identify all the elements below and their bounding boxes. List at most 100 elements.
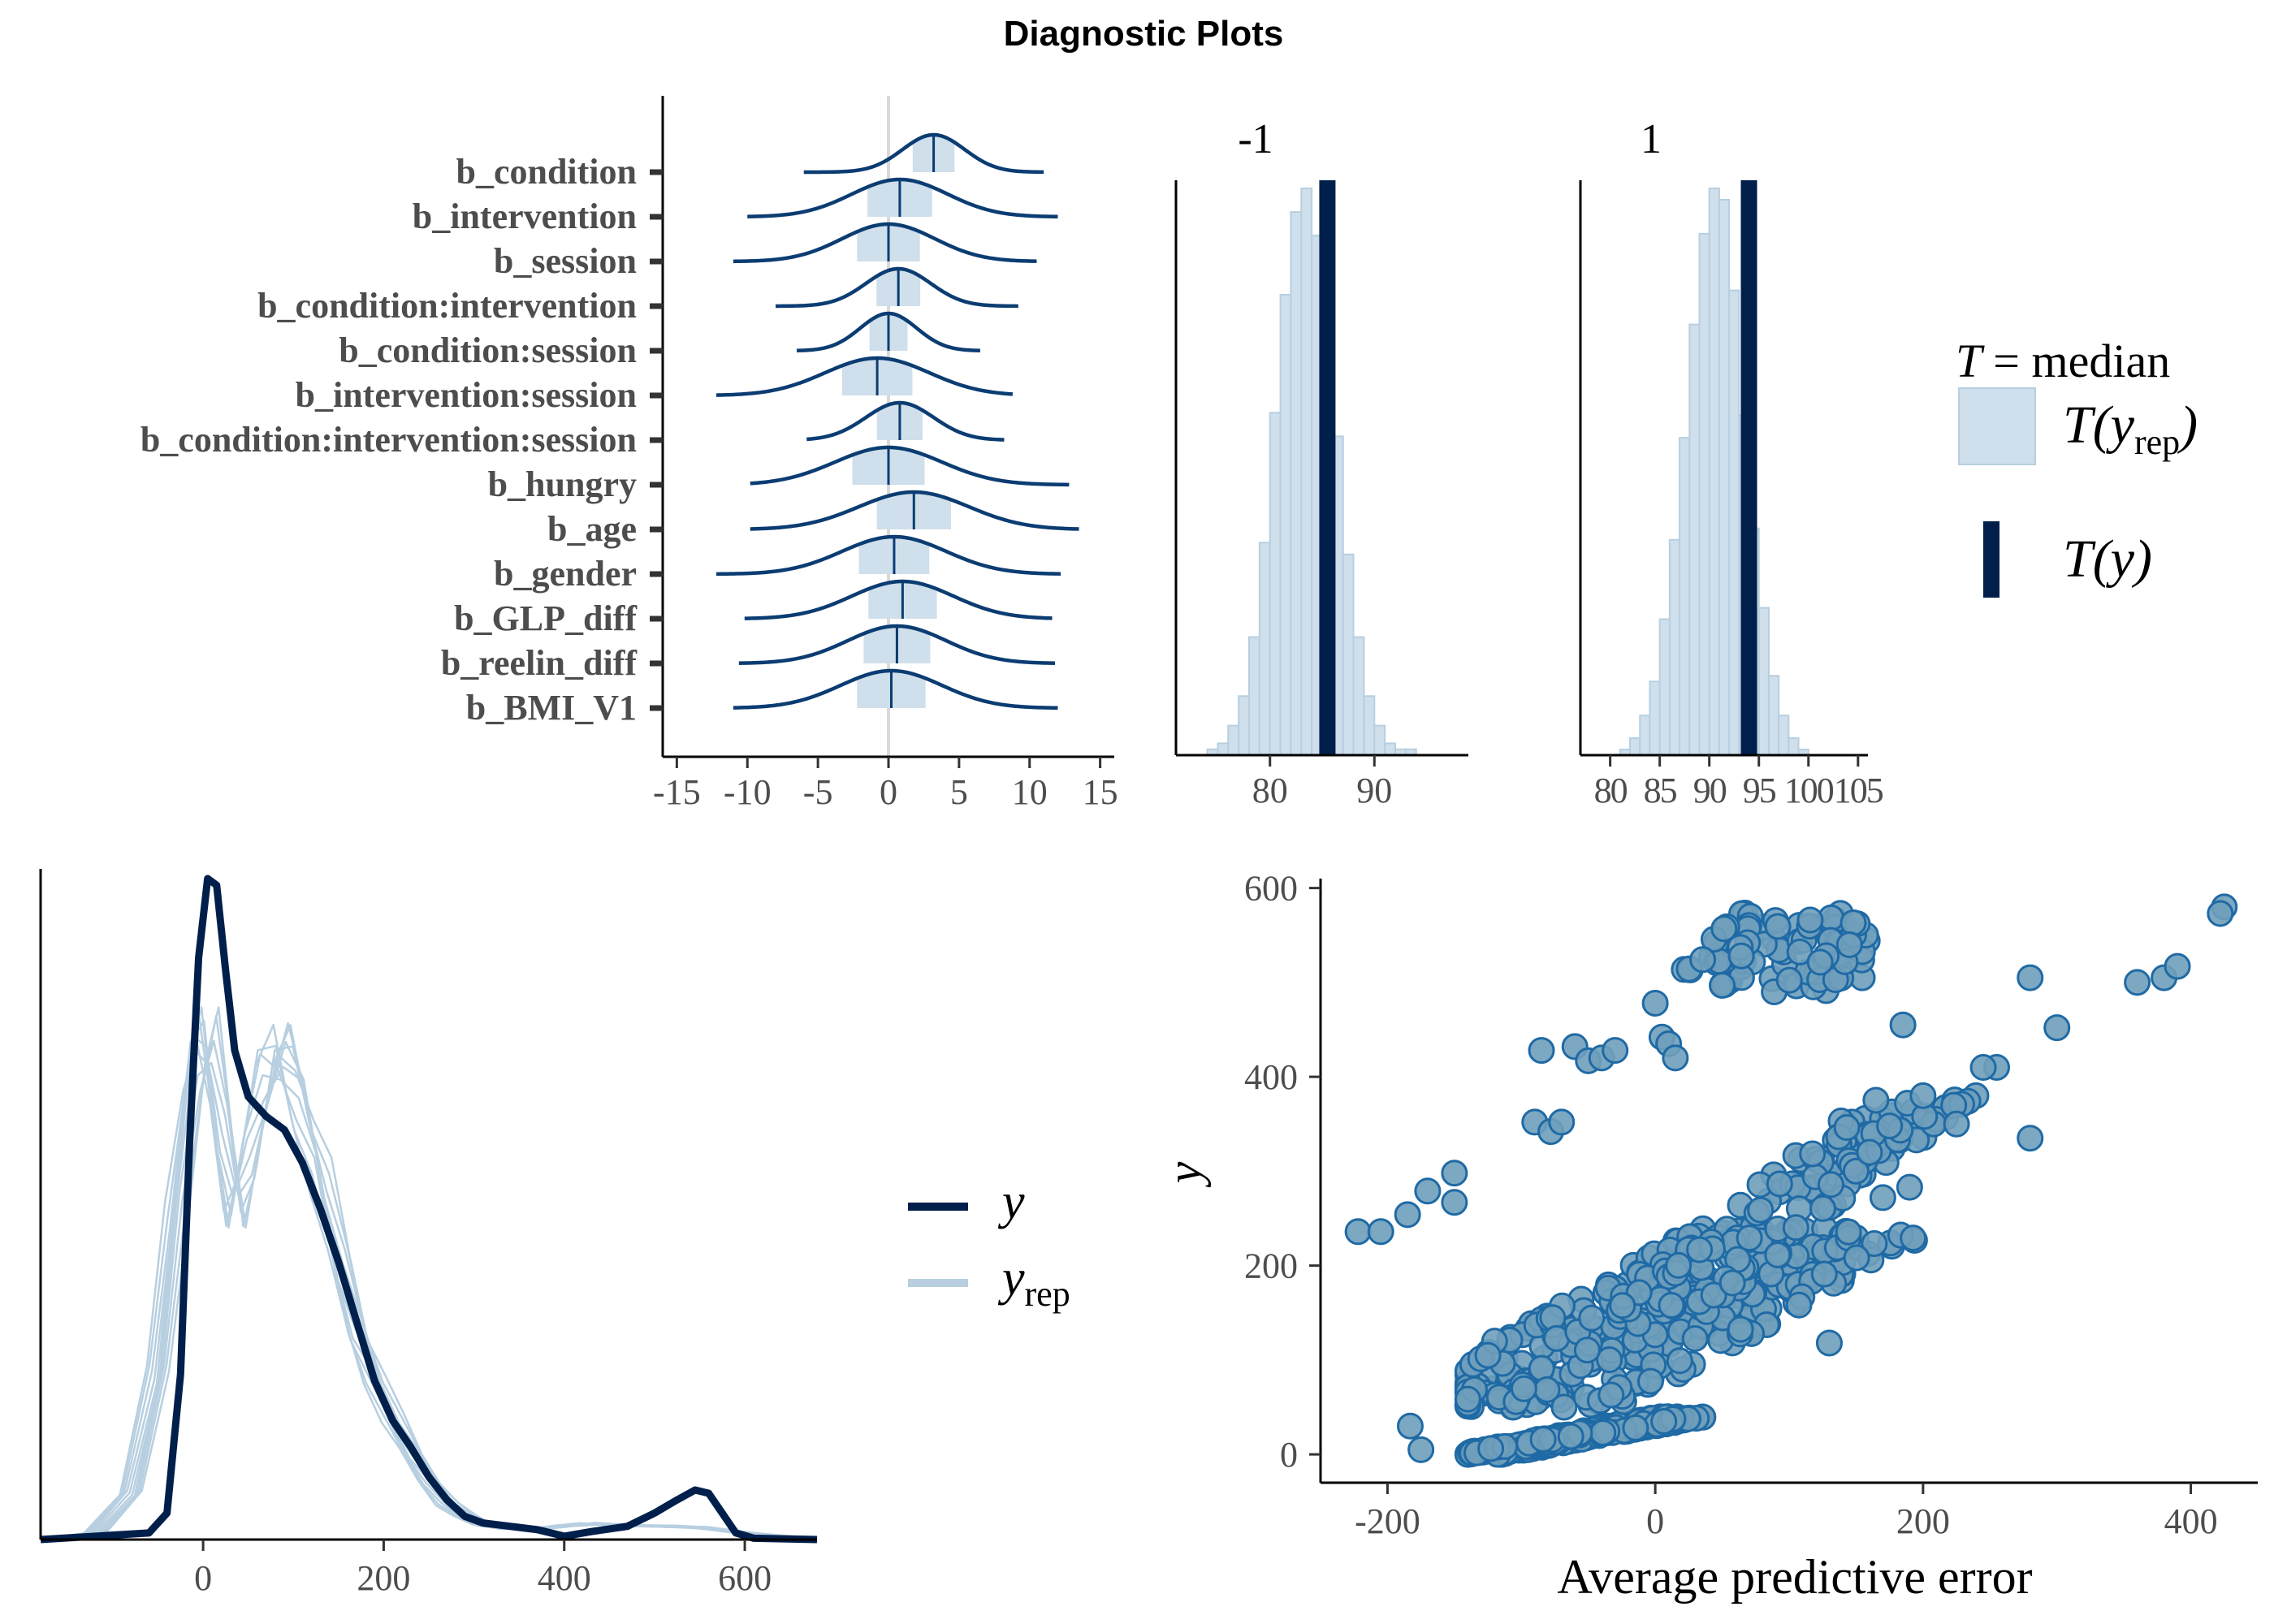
replicate-stat-bar xyxy=(1300,188,1313,756)
scatter-point xyxy=(1842,1157,1870,1185)
density-curve xyxy=(716,534,1061,577)
scatter-point xyxy=(1394,1201,1421,1229)
scatter-point xyxy=(1835,931,1863,958)
density-x-tick-label: 400 xyxy=(538,1558,591,1598)
yrep-legend-label: T(yrep) xyxy=(2063,395,2198,462)
param-label: b_condition:session xyxy=(339,330,637,370)
param-label: b_reelin_diff xyxy=(441,643,638,683)
replicate-stat-bar xyxy=(1352,636,1365,756)
scatter-point xyxy=(1817,1171,1844,1199)
scatter-y-tick-label: 400 xyxy=(1244,1057,1298,1097)
scatter-point xyxy=(1856,1138,1883,1166)
replicate-stat-bar xyxy=(1788,737,1800,756)
density-curve xyxy=(803,132,1044,175)
figure-title: Diagnostic Plots xyxy=(1004,14,1284,54)
scatter-point xyxy=(1529,1426,1557,1453)
facet-label: 1 xyxy=(1641,116,1662,162)
scatter-x-tick-label: 0 xyxy=(1646,1501,1664,1541)
density-curve xyxy=(775,266,1018,309)
scatter-y-axis-label: y xyxy=(1157,1161,1211,1188)
hist-x-tick-label: 85 xyxy=(1644,771,1677,810)
scatter-point xyxy=(2124,969,2151,996)
scatter-point xyxy=(1889,1011,1917,1039)
scatter-point xyxy=(1969,1054,1997,1081)
facet-label: -1 xyxy=(1238,116,1273,162)
density-legend: y yrep xyxy=(908,1174,1070,1314)
density-x-tick-label: 0 xyxy=(194,1558,212,1598)
replicate-stat-bar xyxy=(1258,542,1271,756)
replicate-stat-bar xyxy=(1708,188,1720,756)
scatter-point xyxy=(1900,1224,1927,1252)
observed-density-line xyxy=(40,875,818,1544)
posterior-ridgeline-panel: -15 -10 -5 0 5 10 15 b_condition b_interventionb… xyxy=(141,96,1118,812)
scatter-x-tick-label: -200 xyxy=(1355,1501,1420,1541)
scatter-point xyxy=(1718,1269,1746,1297)
param-label: b_intervention xyxy=(413,197,637,236)
x-tick-label: 10 xyxy=(1012,772,1048,812)
scatter-point xyxy=(1782,1214,1809,1242)
scatter-point xyxy=(1396,1412,1424,1440)
param-label: b_condition:intervention:session xyxy=(141,420,637,460)
density-x-tick-label: 200 xyxy=(357,1558,410,1598)
observed-stat-bar xyxy=(1740,180,1757,755)
scatter-point xyxy=(1835,1218,1862,1246)
x-tick-label: 15 xyxy=(1083,772,1118,812)
scatter-point xyxy=(1477,1435,1505,1462)
scatter-point xyxy=(1641,989,1669,1017)
param-label: b_condition xyxy=(456,152,637,192)
param-label: b_intervention:session xyxy=(296,375,637,415)
scatter-point xyxy=(1602,1037,1629,1065)
replicate-stat-bar xyxy=(1688,323,1701,756)
scatter-point xyxy=(1736,1224,1763,1252)
scatter-point xyxy=(1861,1230,1888,1258)
scatter-point xyxy=(1764,1241,1792,1268)
replicate-stat-bar xyxy=(1248,636,1260,756)
scatter-point xyxy=(1550,1393,1578,1421)
scatter-point xyxy=(1840,909,1867,936)
scatter-point xyxy=(1862,1086,1890,1114)
stat-symbol: T xyxy=(1956,335,1985,387)
scatter-point xyxy=(1689,946,1717,974)
density-curve xyxy=(733,668,1058,710)
scatter-point xyxy=(1709,971,1736,999)
scatter-point xyxy=(1909,1082,1937,1109)
scatter-point xyxy=(1441,1160,1468,1187)
scatter-point xyxy=(1658,1292,1685,1320)
param-label: b_age xyxy=(547,509,637,549)
scatter-point xyxy=(1636,1367,1664,1395)
density-overlay-panel: 0 200 400 600 xyxy=(39,869,818,1598)
x-tick-label: -10 xyxy=(724,772,772,812)
density-curve xyxy=(747,177,1058,219)
param-label: b_BMI_V1 xyxy=(466,688,637,728)
replicate-stat-bar xyxy=(1629,737,1641,756)
stat-legend-title: T = median xyxy=(1956,335,2170,387)
scatter-point xyxy=(1528,1037,1555,1065)
scatter-point xyxy=(1609,1292,1636,1320)
scatter-point xyxy=(1896,1173,1923,1201)
replicate-stat-bar xyxy=(1269,412,1282,756)
scatter-point xyxy=(1806,948,1834,976)
param-label: b_gender xyxy=(494,554,637,594)
scatter-point xyxy=(1367,1218,1394,1246)
replicate-stat-bar xyxy=(1227,724,1240,756)
scatter-point xyxy=(1747,1196,1775,1224)
scatter-point xyxy=(1441,1189,1468,1216)
replicate-stat-bar xyxy=(1658,618,1671,756)
scatter-y-tick-label: 600 xyxy=(1244,869,1298,909)
stat-histogram-panel-minus1: -1 80 90 xyxy=(1174,116,1468,810)
stat-histogram-panel-plus1: 1 80 85 90 95 100 105 xyxy=(1579,116,1885,810)
scatter-x-tick-label: 200 xyxy=(1896,1501,1950,1541)
scatter-point xyxy=(1775,966,1803,994)
param-label: b_condition:intervention xyxy=(257,286,637,326)
scatter-point xyxy=(1650,1407,1678,1435)
scatter-point xyxy=(1876,1112,1904,1140)
yrep-line-legend-label: yrep xyxy=(997,1250,1070,1314)
replicate-stat-bar xyxy=(1757,607,1770,757)
density-curve xyxy=(733,222,1037,264)
scatter-point xyxy=(2017,1125,2044,1152)
scatter-point xyxy=(1785,1291,1813,1319)
y-line-legend-label: y xyxy=(997,1174,1025,1229)
scatter-point xyxy=(2207,900,2234,927)
scatter-y-tick-label: 200 xyxy=(1244,1246,1298,1286)
replicate-stat-bar xyxy=(1290,211,1303,757)
